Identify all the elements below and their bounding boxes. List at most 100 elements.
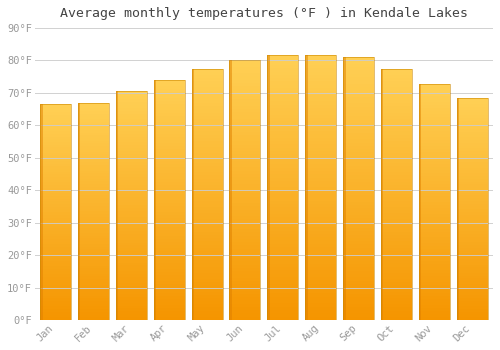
Bar <box>343 310 374 313</box>
Bar <box>116 271 147 274</box>
Bar <box>40 193 71 196</box>
Bar <box>268 168 298 171</box>
Bar <box>40 204 71 207</box>
Bar <box>268 164 298 168</box>
Bar <box>456 245 488 248</box>
Bar <box>78 179 109 181</box>
Bar <box>78 133 109 135</box>
Bar <box>343 142 374 146</box>
Bar <box>192 91 222 94</box>
Bar <box>456 121 488 123</box>
Bar <box>268 194 298 197</box>
Bar <box>78 130 109 133</box>
Bar <box>230 83 260 86</box>
Bar <box>419 87 450 90</box>
Bar <box>40 118 71 120</box>
Bar <box>456 301 488 303</box>
Bar <box>268 184 298 188</box>
Bar <box>381 88 412 91</box>
Bar <box>154 194 184 197</box>
Bar <box>154 266 184 269</box>
Bar <box>192 132 222 135</box>
Bar <box>192 94 222 97</box>
Bar <box>192 254 222 257</box>
Bar <box>381 128 412 132</box>
Bar <box>305 141 336 145</box>
Bar <box>154 239 184 242</box>
Bar <box>192 150 222 153</box>
Bar <box>268 128 298 131</box>
Bar <box>343 169 374 172</box>
Bar <box>230 197 260 200</box>
Bar <box>116 243 147 245</box>
Bar <box>343 205 374 208</box>
Bar <box>230 183 260 187</box>
Bar <box>40 123 71 126</box>
Bar <box>343 133 374 136</box>
Bar <box>116 314 147 317</box>
Bar <box>419 311 450 314</box>
Bar <box>343 162 374 166</box>
Bar <box>78 252 109 255</box>
Bar <box>305 85 336 88</box>
Bar <box>268 280 298 284</box>
Bar <box>230 145 260 148</box>
Bar <box>381 110 412 113</box>
Bar <box>78 138 109 141</box>
Bar <box>230 80 260 83</box>
Bar <box>192 213 222 216</box>
Bar <box>230 265 260 268</box>
Bar <box>343 287 374 290</box>
Bar <box>192 232 222 235</box>
Bar <box>230 73 260 76</box>
Bar <box>268 171 298 174</box>
Bar <box>305 158 336 161</box>
Bar <box>154 224 184 227</box>
Bar <box>268 121 298 125</box>
Bar <box>192 88 222 91</box>
Bar <box>40 261 71 263</box>
Bar <box>40 110 71 112</box>
Bar <box>381 251 412 254</box>
Bar <box>305 217 336 220</box>
Bar <box>268 287 298 290</box>
Bar <box>192 270 222 273</box>
Bar <box>230 261 260 265</box>
Bar <box>40 236 71 239</box>
Bar <box>381 69 412 72</box>
Bar <box>154 245 184 248</box>
Bar <box>381 219 412 223</box>
Bar <box>78 195 109 198</box>
Bar <box>268 237 298 240</box>
Bar <box>381 292 412 295</box>
Bar <box>78 152 109 154</box>
Bar <box>343 271 374 274</box>
Bar <box>154 197 184 200</box>
Bar <box>305 151 336 154</box>
Bar <box>381 94 412 97</box>
Bar <box>268 71 298 75</box>
Bar <box>419 149 450 152</box>
Bar <box>305 310 336 313</box>
Bar <box>40 255 71 258</box>
Bar <box>268 207 298 211</box>
Bar <box>78 160 109 162</box>
Bar <box>419 267 450 270</box>
Bar <box>40 188 71 190</box>
Bar <box>268 102 298 105</box>
Bar <box>154 191 184 194</box>
Bar <box>78 214 109 217</box>
Bar <box>268 68 298 71</box>
Bar <box>419 108 450 111</box>
Bar <box>305 95 336 98</box>
Bar <box>456 292 488 295</box>
Bar <box>230 304 260 307</box>
Bar <box>381 197 412 201</box>
Bar <box>154 98 184 101</box>
Bar <box>456 243 488 245</box>
Bar <box>268 188 298 191</box>
Bar <box>381 69 384 320</box>
Bar <box>192 110 222 113</box>
Bar <box>268 82 298 85</box>
Bar <box>154 140 184 143</box>
